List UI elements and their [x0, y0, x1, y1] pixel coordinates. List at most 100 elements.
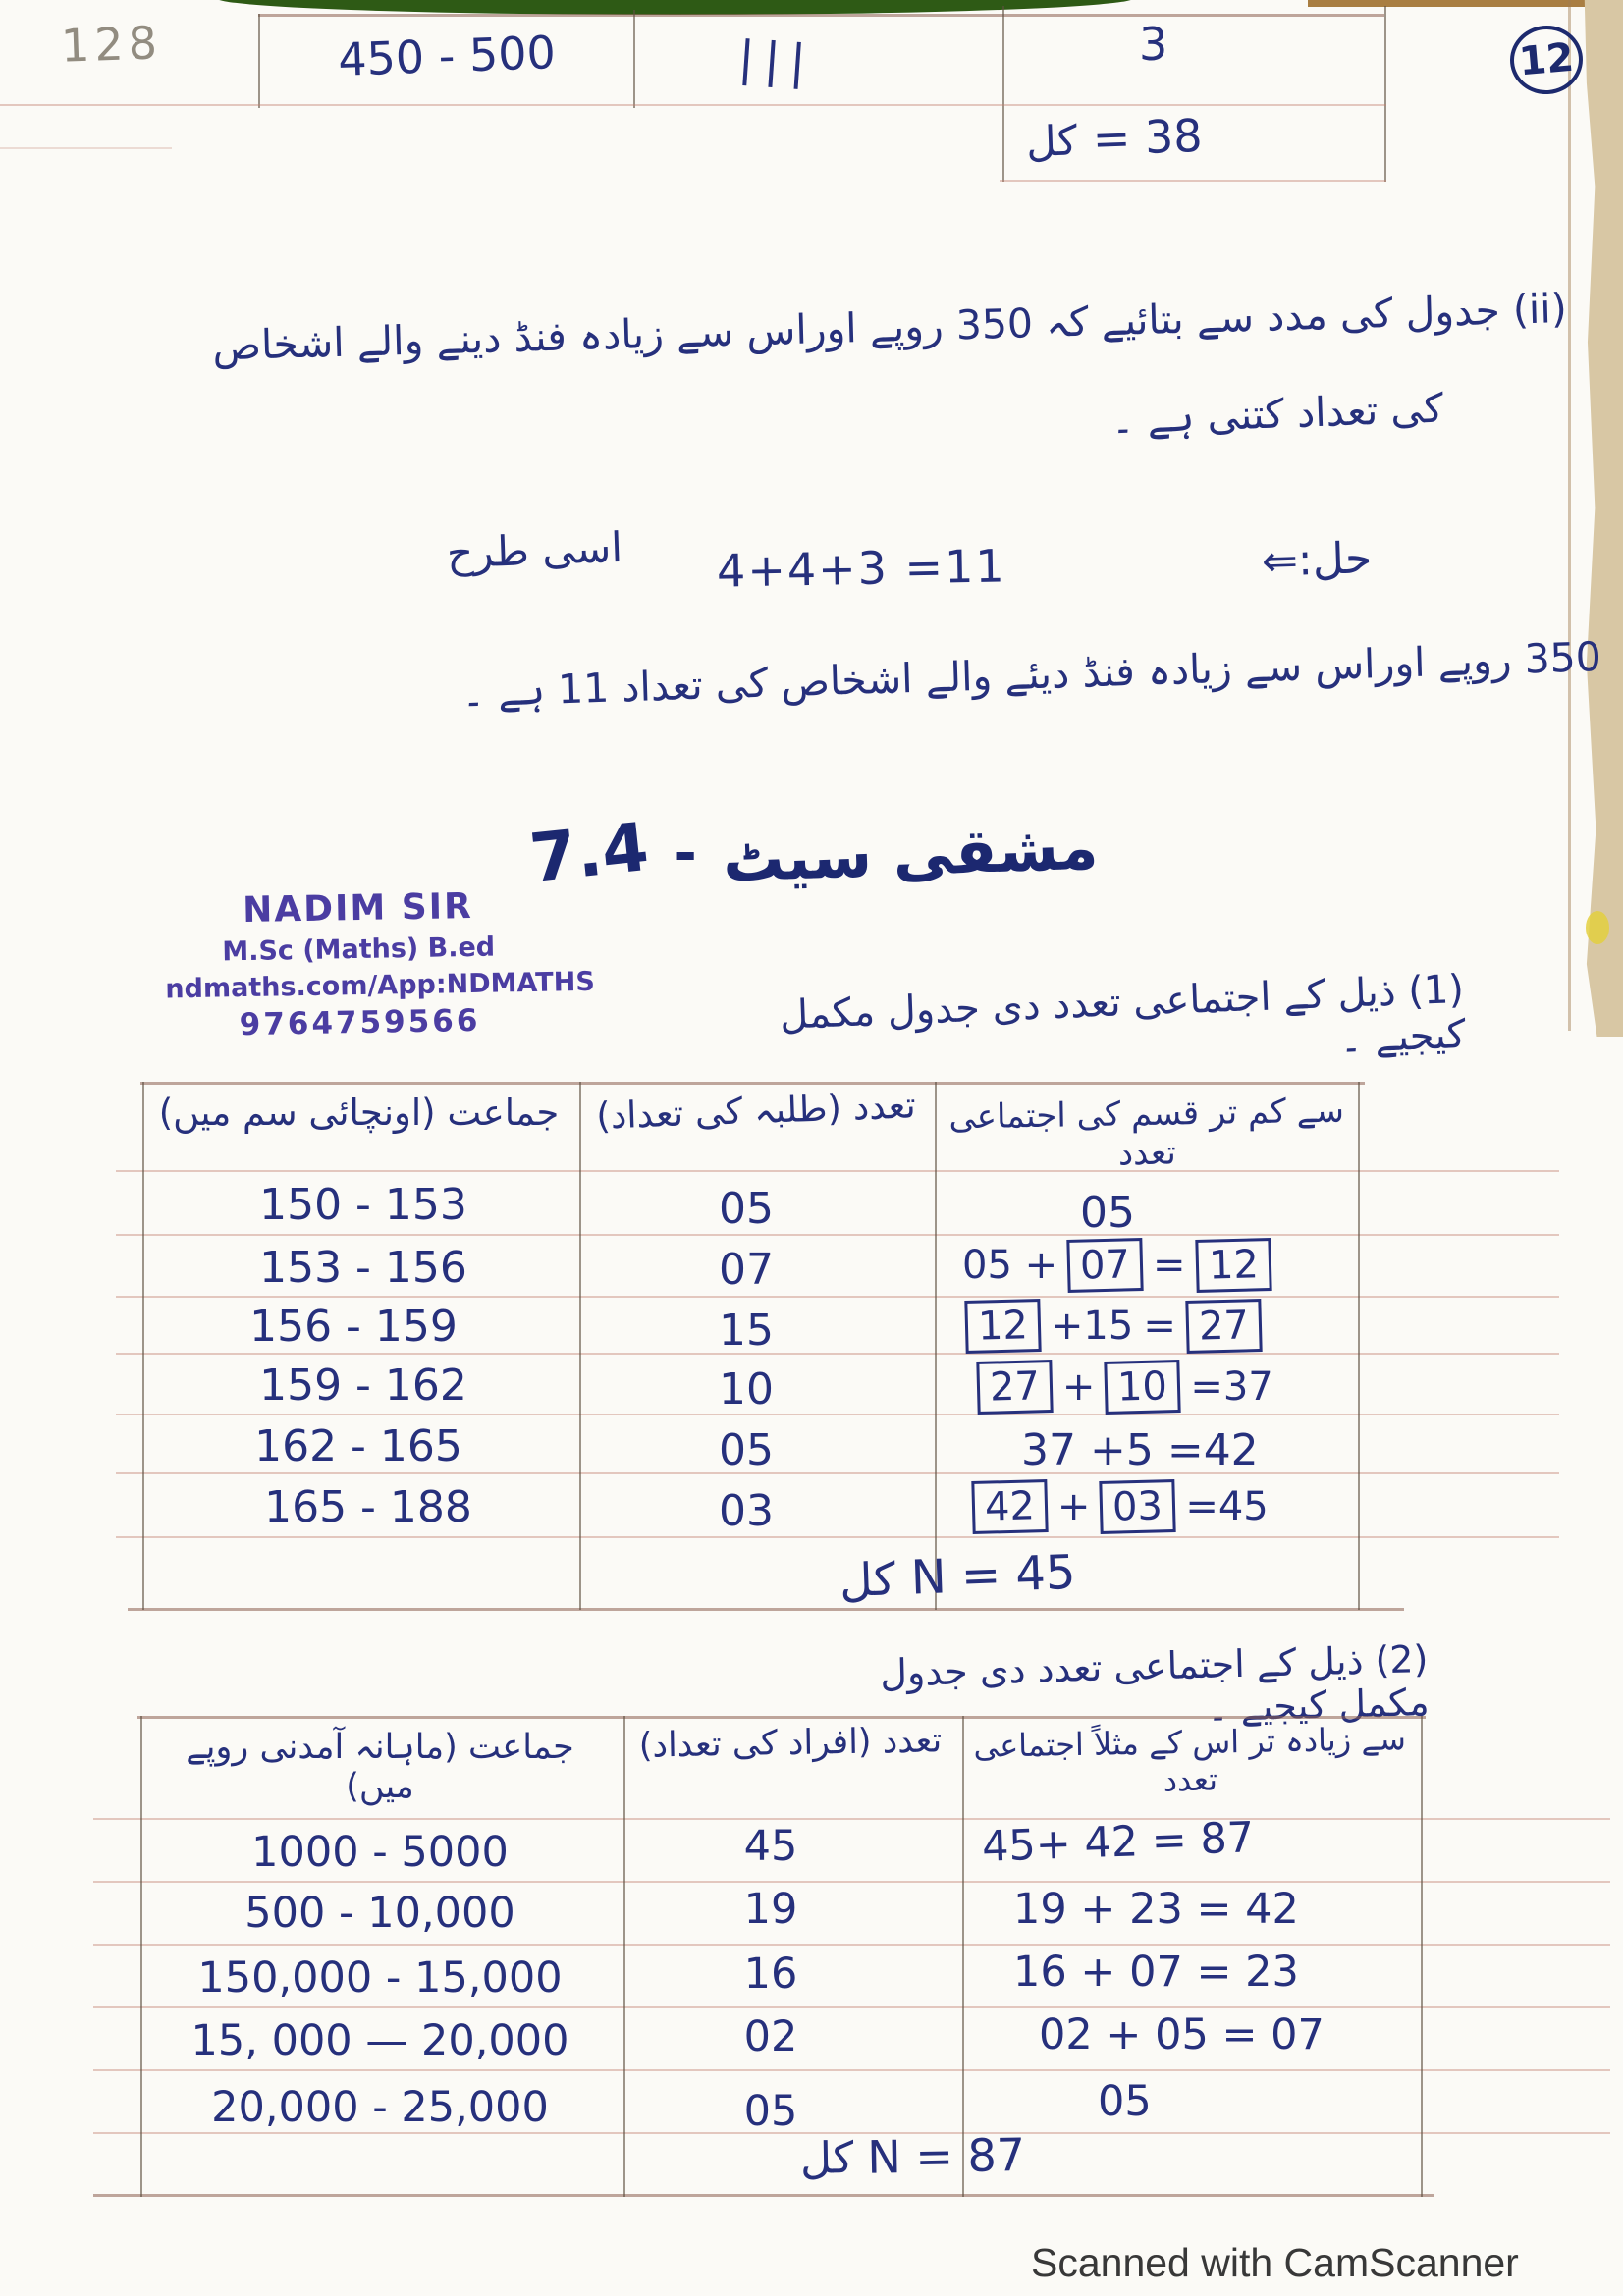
table1-cumulative-cell: 05	[1075, 1188, 1140, 1238]
solution-label: حل:⇐	[1261, 533, 1374, 587]
table2-cumulative-cell: 45+ 42 = 87	[981, 1813, 1256, 1872]
table2-frequency-cell: 05	[743, 2087, 798, 2136]
boxed-answer: 12	[964, 1299, 1042, 1354]
total-label: کل	[1025, 115, 1078, 166]
table1-cumulative-cell: 42 +03 =45	[967, 1479, 1273, 1534]
question-ii-line2: کی تعداد کتنی ہے ۔	[1109, 384, 1444, 444]
expression-part: 37 +5 =42	[1021, 1425, 1259, 1475]
top-table-class-interval: 450 - 500	[337, 26, 557, 86]
ruled-line	[116, 1414, 1559, 1415]
table1-border	[935, 1082, 937, 1610]
top-table-frequency: 3	[1139, 18, 1168, 71]
table1-border	[142, 1082, 144, 1610]
table1-frequency-cell: 05	[719, 1184, 774, 1234]
table2-class-cell: 150,000 - 15,000	[197, 1953, 563, 2002]
stamp-name: NADIM SIR	[242, 885, 474, 932]
stamp-degree: M.Sc (Maths) B.ed	[222, 932, 496, 968]
question-ii-line1: (ii) جدول کی مدد سے بتائیے کہ 350 روپے ا…	[211, 285, 1568, 370]
solution-equation: 4+4+3 =11	[716, 539, 1007, 598]
table-border	[258, 14, 1384, 17]
table2-frequency-cell: 45	[743, 1822, 798, 1871]
solution-similarly: اسی طرح	[446, 522, 623, 578]
scan-top-right-edge	[1308, 0, 1623, 7]
ruled-line	[93, 1944, 1610, 1946]
table-border	[633, 10, 635, 108]
ruled-line	[93, 1881, 1610, 1883]
table1-total-value: N = 45	[909, 1544, 1077, 1606]
practice-set-dash: -	[674, 822, 697, 885]
table1-cumulative-cell: 12 +15 = 27	[960, 1299, 1267, 1354]
table1-frequency-cell: 03	[719, 1486, 774, 1536]
boxed-answer: 42	[971, 1479, 1049, 1534]
teacher-stamp: NADIM SIR M.Sc (Maths) B.ed ndmaths.com/…	[164, 885, 596, 1044]
table2-header-frequency: تعدد (افراد کی تعداد)	[638, 1721, 943, 1766]
table1-total-label: کل	[839, 1552, 896, 1608]
ruled-line	[0, 104, 1386, 106]
ruled-line	[116, 1234, 1559, 1236]
table1-class-cell: 159 - 162	[259, 1361, 467, 1411]
stamp-phone: 9764759566	[239, 1002, 481, 1043]
scan-right-edge-speck	[1586, 911, 1609, 944]
table2-class-cell: 1000 - 5000	[251, 1828, 509, 1877]
boxed-answer: 10	[1104, 1360, 1182, 1415]
table2-cumulative-cell: 19 + 23 = 42	[1013, 1885, 1299, 1934]
table1-header-frequency: تعدد (طلبہ کی تعداد)	[595, 1084, 917, 1138]
expression-part: +	[1061, 1364, 1096, 1410]
ruled-line	[0, 147, 172, 149]
expression-part: =	[1143, 1304, 1176, 1349]
ruled-line	[116, 1353, 1559, 1355]
table1-header-class: جماعت (اونچائی سم میں)	[158, 1092, 560, 1134]
question-1-text: (1) ذیل کے اجتماعی تعدد دی جدول مکمل کیج…	[779, 967, 1467, 1062]
table1-border	[1358, 1082, 1360, 1610]
table2-cumulative-cell: 02 + 05 = 07	[1039, 2010, 1325, 2059]
table2-cumulative-cell: 16 + 07 = 23	[1013, 1948, 1299, 1997]
boxed-answer: 03	[1099, 1479, 1177, 1534]
practice-set-heading: 7.4 - مشقی سیٹ	[526, 809, 1099, 898]
table2-class-cell: 500 - 10,000	[244, 1889, 515, 1938]
table1-class-cell: 153 - 156	[259, 1243, 467, 1293]
table2-header-cumulative: سے زیادہ تر اس کے مثلاً اجتماعی تعدد	[973, 1720, 1407, 1799]
practice-set-title: مشقی سیٹ	[721, 811, 1100, 896]
camscanner-watermark: Scanned with CamScanner	[1031, 2240, 1519, 2285]
expression-part: 05	[1080, 1188, 1135, 1238]
page-grade-circle: 12	[1507, 22, 1586, 98]
table2-class-cell: 20,000 - 25,000	[211, 2083, 549, 2132]
boxed-answer: 27	[1185, 1299, 1263, 1354]
ruled-line	[116, 1296, 1559, 1298]
table1-cumulative-cell: 05 +07 = 12	[957, 1238, 1275, 1293]
table2-bottom-border	[93, 2194, 1434, 2197]
table1-class-cell: 165 - 188	[264, 1482, 472, 1532]
table1-border	[579, 1082, 581, 1610]
page-number: 128	[60, 16, 163, 73]
table1-cumulative-cell: 27 +10 =37	[972, 1360, 1278, 1415]
ruled-line	[93, 2069, 1610, 2071]
table1-frequency-cell: 15	[719, 1306, 774, 1356]
scan-top-green-edge	[216, 0, 1134, 15]
expression-part: +15	[1050, 1304, 1134, 1349]
table1-frequency-cell: 05	[719, 1425, 774, 1475]
boxed-answer: 07	[1066, 1238, 1144, 1293]
expression-part: =45	[1185, 1484, 1269, 1529]
table2-border	[1421, 1716, 1423, 2197]
table2-border	[623, 1716, 625, 2197]
table1-top-border	[140, 1082, 1365, 1085]
table1-class-cell: 162 - 165	[254, 1421, 462, 1471]
table-border	[1002, 6, 1004, 182]
table-border	[1384, 6, 1386, 182]
table2-total-value: N = 87	[866, 2128, 1026, 2184]
ruled-line	[116, 1170, 1559, 1172]
table2-total: کل N = 87	[800, 2128, 1026, 2185]
table-border	[258, 14, 260, 108]
table2-class-cell: 15, 000 — 20,000	[190, 2016, 569, 2065]
table1-total: کل N = 45	[839, 1545, 1076, 1608]
expression-part: =	[1153, 1243, 1186, 1288]
table2-top-border	[137, 1716, 1426, 1719]
table2-border	[140, 1716, 142, 2197]
table1-class-cell: 150 - 153	[259, 1180, 467, 1230]
table2-cumulative-cell: 05	[1098, 2077, 1152, 2126]
ruled-line	[116, 1536, 1559, 1538]
stamp-website: ndmaths.com/App:NDMATHS	[165, 966, 596, 1005]
expression-part: +	[1056, 1484, 1091, 1529]
expression-part: =37	[1190, 1364, 1273, 1410]
total-value: = 38	[1091, 108, 1204, 166]
